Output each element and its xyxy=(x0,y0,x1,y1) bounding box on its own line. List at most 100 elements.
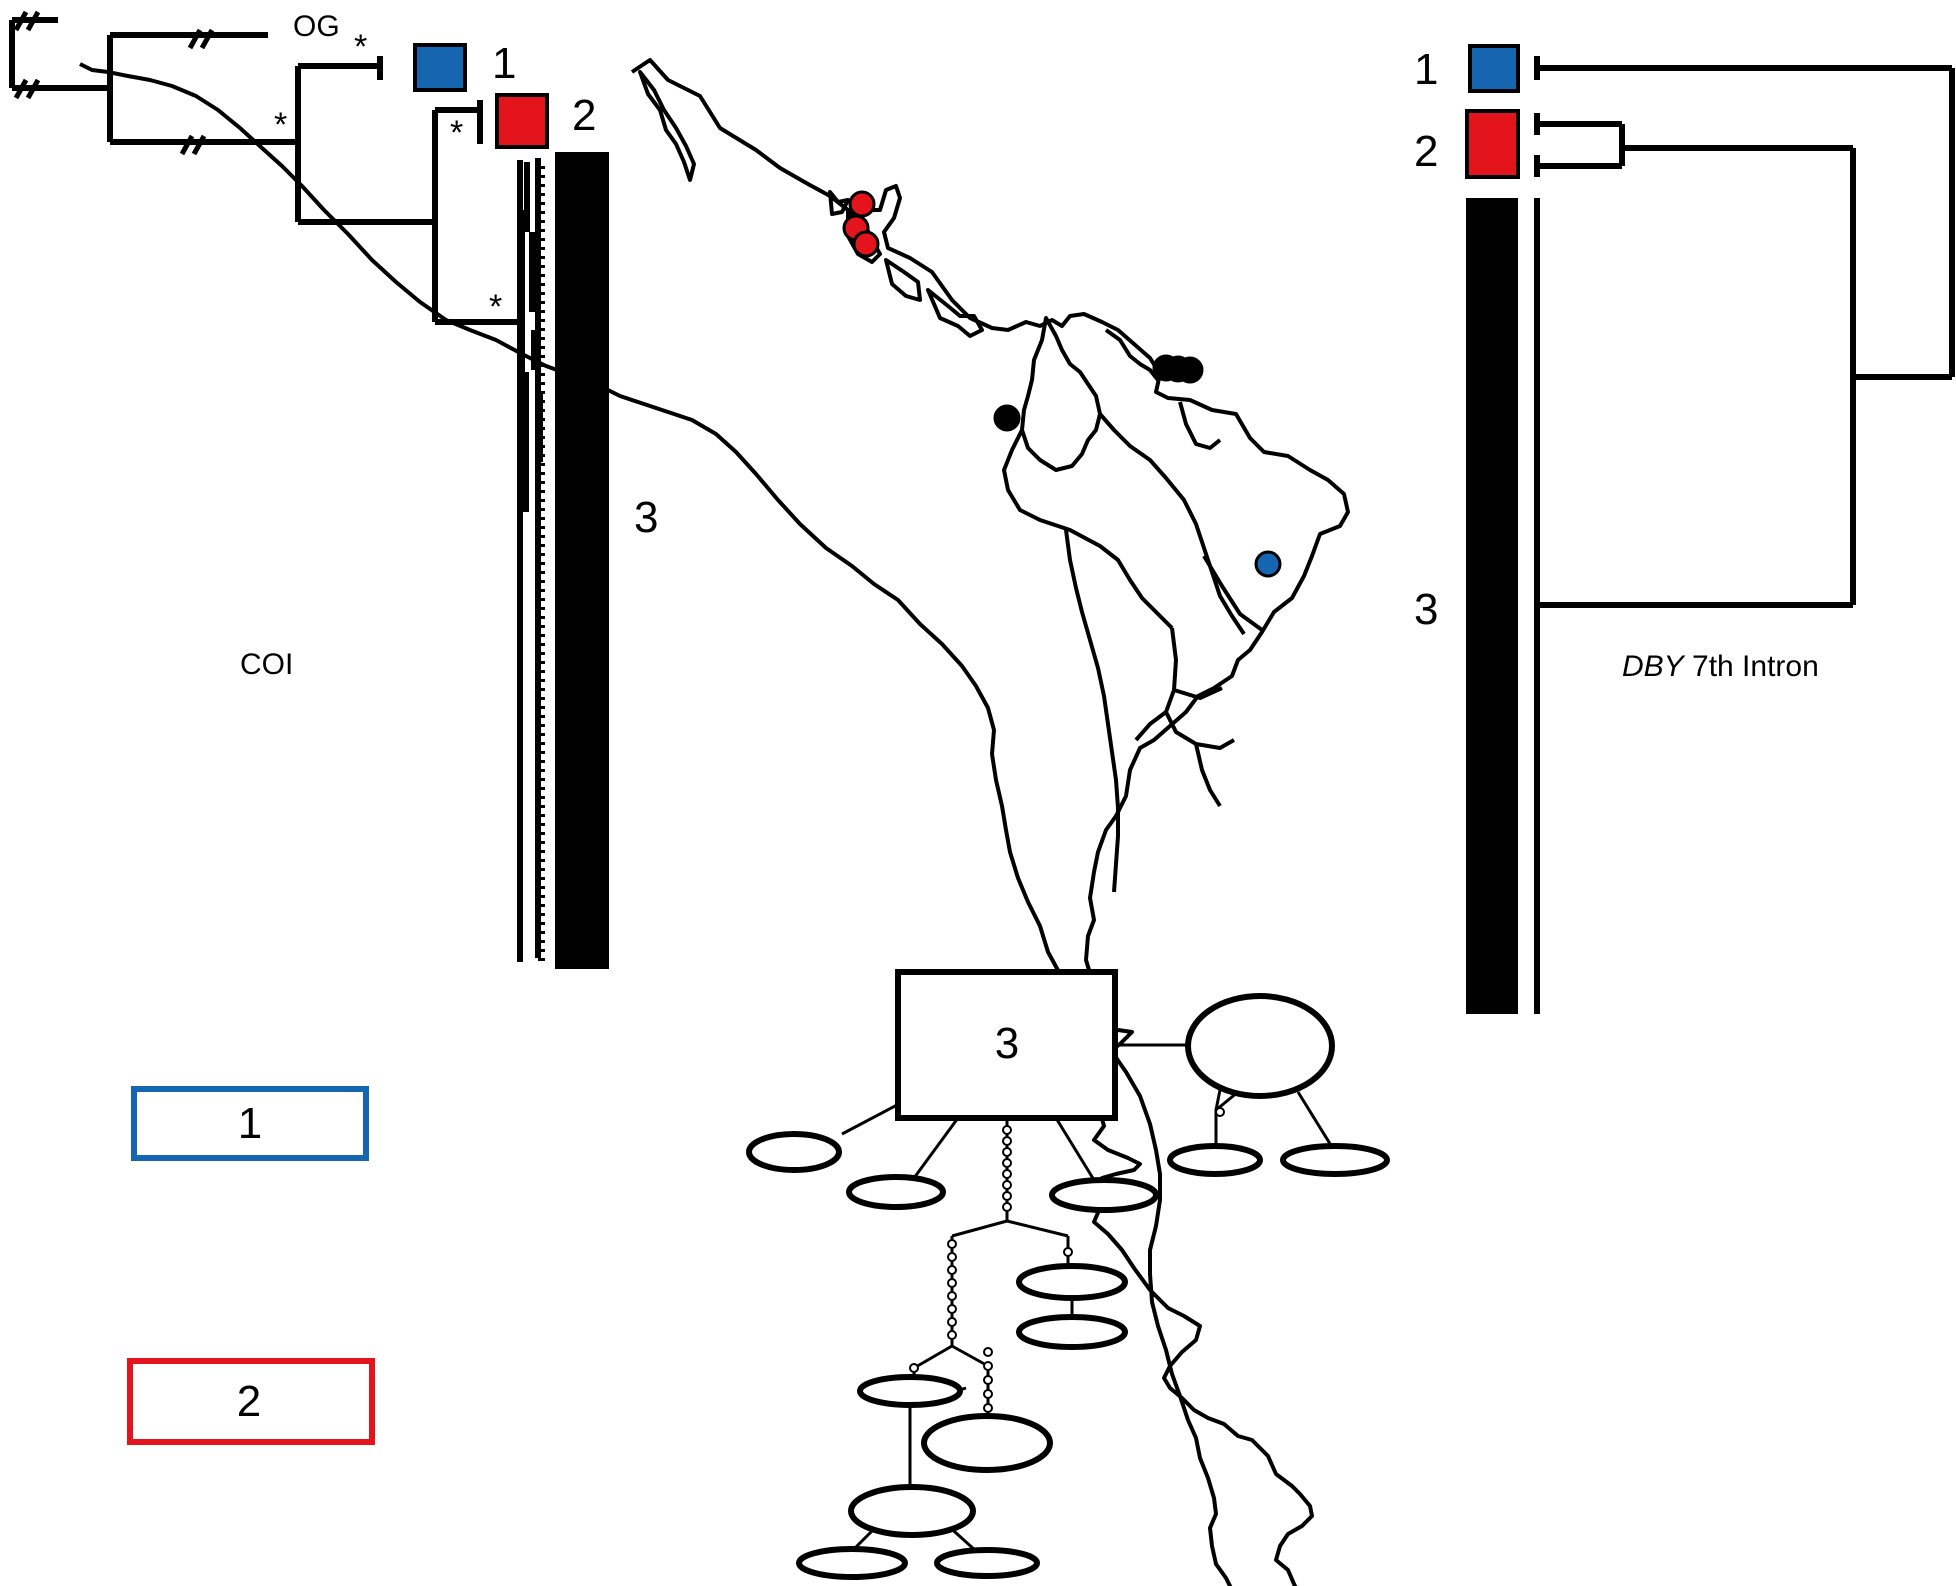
coi-tree-tip xyxy=(538,184,545,187)
coi-tree-tip xyxy=(538,634,545,637)
coi-tree-tip xyxy=(538,913,545,916)
coi-tree-tip xyxy=(538,238,545,241)
dby-tree: 1 2 3 DBY 7th Intron xyxy=(1414,44,1955,1014)
mutation-step-dot xyxy=(947,1252,957,1262)
coi-tree-tip xyxy=(538,463,545,466)
coi-tree-tip xyxy=(538,904,545,907)
mutation-step-dot xyxy=(947,1304,957,1314)
mutation-step-dot xyxy=(947,1330,957,1340)
coi-tree-branches xyxy=(9,17,543,962)
coi-tree-tip xyxy=(538,166,545,169)
mutation-step-dot xyxy=(1215,1107,1225,1117)
coi-tree-tip xyxy=(538,922,545,925)
coi-tree-tip xyxy=(538,823,545,826)
coi-tree-tip xyxy=(538,355,545,358)
dby-clade-1-label: 1 xyxy=(1414,45,1438,94)
coi-tree-tip xyxy=(538,472,545,475)
network-haplotype xyxy=(1280,1143,1390,1177)
mutation-step-dot xyxy=(1063,1247,1073,1257)
coi-tree-tip xyxy=(538,265,545,268)
coi-tree-tip xyxy=(538,868,545,871)
coi-tree-tip xyxy=(538,670,545,673)
coi-tree-tip xyxy=(538,409,545,412)
coi-tree-tip xyxy=(538,193,545,196)
coi-tree-tip xyxy=(538,175,545,178)
coi-tree-tip xyxy=(538,562,545,565)
coi-tree-tip xyxy=(538,391,545,394)
network-haplotype xyxy=(746,1131,842,1173)
coi-tree: OG * * * * 1 2 3 COI xyxy=(9,10,658,969)
network-haplotype xyxy=(1185,993,1335,1099)
coi-tree-tip xyxy=(538,625,545,628)
mutation-step-dot xyxy=(1002,1147,1012,1157)
outgroup-label: OG xyxy=(293,10,340,43)
mutation-step-dot xyxy=(947,1239,957,1249)
coi-tree-tip xyxy=(538,724,545,727)
coi-tree-tip xyxy=(538,283,545,286)
map-point-clade-3 xyxy=(993,404,1021,432)
map-point-clade-3 xyxy=(1176,356,1204,384)
mutation-step-dot xyxy=(947,1291,957,1301)
latin-america-map xyxy=(79,58,1350,1586)
coi-tree-tip xyxy=(538,643,545,646)
network-haplotypes xyxy=(746,993,1390,1580)
coi-tree-tip xyxy=(538,337,545,340)
coi-tree-tip xyxy=(538,508,545,511)
dby-tree-branches xyxy=(1534,56,1955,1014)
dby-clade-1-bar xyxy=(1468,44,1520,93)
dby-clade-2-label: 2 xyxy=(1414,127,1438,176)
coi-tree-tip xyxy=(538,697,545,700)
mutation-step-dot xyxy=(983,1347,993,1357)
network-haplotype xyxy=(1016,1263,1128,1301)
legend-box-1 xyxy=(131,1086,369,1161)
coi-tree-tip xyxy=(538,580,545,583)
coi-tree-tip xyxy=(538,436,545,439)
mutation-step-dot xyxy=(1002,1169,1012,1179)
coi-tree-tip xyxy=(538,544,545,547)
mutation-step-dot xyxy=(983,1389,993,1399)
coi-tree-tip xyxy=(538,247,545,250)
coi-tree-tip xyxy=(538,751,545,754)
coi-tree-tip xyxy=(538,274,545,277)
network-haplotype xyxy=(921,1413,1053,1473)
coi-tree-tip xyxy=(538,733,545,736)
support-asterisk: * xyxy=(354,28,367,66)
coi-tree-tip xyxy=(538,850,545,853)
mutation-step-dot xyxy=(947,1278,957,1288)
network-haplotype xyxy=(1167,1143,1263,1177)
coi-tree-tip xyxy=(538,715,545,718)
coi-tree-tip xyxy=(538,778,545,781)
coi-tree-tip xyxy=(538,652,545,655)
coi-tree-tip xyxy=(538,787,545,790)
mutation-step-dot xyxy=(983,1375,993,1385)
coi-tree-tip xyxy=(538,841,545,844)
network-haplotype xyxy=(848,1484,976,1538)
coi-tree-tip xyxy=(538,418,545,421)
coi-tree-tip xyxy=(538,886,545,889)
mutation-step-dot xyxy=(1002,1136,1012,1146)
coi-tree-tip xyxy=(538,949,545,952)
network-haplotype xyxy=(1016,1314,1128,1350)
coi-tree-tip xyxy=(538,373,545,376)
dby-intron-label: 7th Intron xyxy=(1684,650,1819,683)
coi-tree-tip xyxy=(538,553,545,556)
dby-clade-2-bar xyxy=(1465,109,1520,179)
coi-tree-tip xyxy=(538,688,545,691)
coi-tree-tip xyxy=(538,499,545,502)
coi-tree-tip xyxy=(538,940,545,943)
network-haplotype xyxy=(857,1374,963,1408)
coi-tree-tip xyxy=(538,481,545,484)
coi-clade-3-bar xyxy=(555,152,609,969)
mutation-step-dot xyxy=(1002,1180,1012,1190)
coi-tree-tip xyxy=(538,589,545,592)
network-haplotype xyxy=(934,1547,1040,1579)
coi-tree-tip xyxy=(538,211,545,214)
coi-tree-tip xyxy=(538,607,545,610)
coi-tree-tip xyxy=(538,517,545,520)
coi-tree-tip xyxy=(538,310,545,313)
clade-legend: 1 2 xyxy=(127,1086,375,1445)
coi-tree-tip xyxy=(538,679,545,682)
network-haplotype xyxy=(846,1174,946,1210)
coi-tree-tip xyxy=(538,598,545,601)
